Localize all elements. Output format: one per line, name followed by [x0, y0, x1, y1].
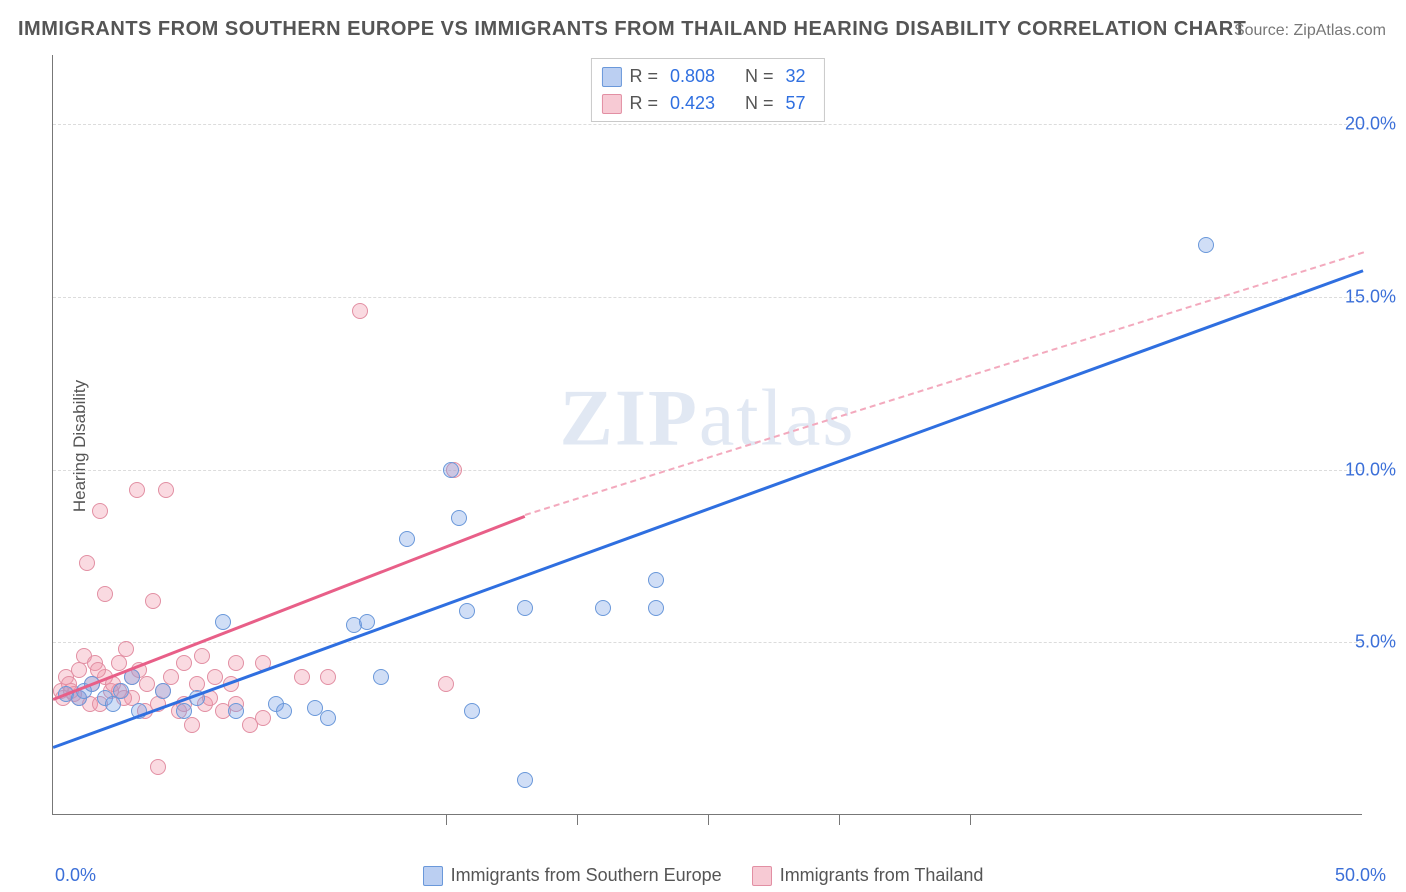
data-point	[145, 593, 161, 609]
legend-item-blue: Immigrants from Southern Europe	[423, 865, 722, 886]
data-point	[464, 703, 480, 719]
data-point	[373, 669, 389, 685]
data-point	[118, 641, 134, 657]
data-point	[111, 655, 127, 671]
data-point	[207, 669, 223, 685]
data-point	[320, 669, 336, 685]
x-tick-mark	[970, 815, 971, 825]
data-point	[79, 555, 95, 571]
y-tick-label: 15.0%	[1345, 286, 1396, 307]
data-point	[97, 586, 113, 602]
watermark: ZIPatlas	[560, 374, 856, 465]
grid-line	[53, 297, 1362, 298]
data-point	[255, 710, 271, 726]
legend-item-pink: Immigrants from Thailand	[752, 865, 984, 886]
data-point	[113, 683, 129, 699]
data-point	[92, 503, 108, 519]
legend-swatch-pink-icon	[752, 866, 772, 886]
grid-line	[53, 124, 1362, 125]
data-point	[648, 600, 664, 616]
n-label: N =	[745, 63, 774, 90]
data-point	[139, 676, 155, 692]
data-point	[451, 510, 467, 526]
data-point	[176, 703, 192, 719]
data-point	[459, 603, 475, 619]
data-point	[194, 648, 210, 664]
data-point	[276, 703, 292, 719]
r-value-pink: 0.423	[670, 90, 715, 117]
y-tick-label: 10.0%	[1345, 459, 1396, 480]
y-tick-label: 5.0%	[1355, 632, 1396, 653]
data-point	[228, 703, 244, 719]
x-tick-mark	[708, 815, 709, 825]
grid-line	[53, 642, 1362, 643]
x-tick-mark	[577, 815, 578, 825]
stats-box: R = 0.808 N = 32 R = 0.423 N = 57	[590, 58, 824, 122]
data-point	[158, 482, 174, 498]
n-value-blue: 32	[786, 63, 806, 90]
data-point	[129, 482, 145, 498]
n-value-pink: 57	[786, 90, 806, 117]
data-point	[155, 683, 171, 699]
trend-line	[53, 269, 1364, 748]
data-point	[150, 759, 166, 775]
trend-line	[53, 515, 526, 700]
r-label: R =	[629, 63, 658, 90]
legend-swatch-blue-icon	[423, 866, 443, 886]
source-link[interactable]: ZipAtlas.com	[1294, 22, 1386, 39]
chart-title: IMMIGRANTS FROM SOUTHERN EUROPE VS IMMIG…	[18, 18, 1246, 41]
data-point	[228, 655, 244, 671]
data-point	[517, 600, 533, 616]
data-point	[399, 531, 415, 547]
data-point	[176, 655, 192, 671]
data-point	[438, 676, 454, 692]
data-point	[595, 600, 611, 616]
data-point	[648, 572, 664, 588]
source-label: Source: ZipAtlas.com	[1234, 22, 1386, 40]
data-point	[359, 614, 375, 630]
legend: Immigrants from Southern Europe Immigran…	[0, 865, 1406, 886]
n-label: N =	[745, 90, 774, 117]
chart-container: IMMIGRANTS FROM SOUTHERN EUROPE VS IMMIG…	[0, 0, 1406, 892]
stats-row-pink: R = 0.423 N = 57	[601, 90, 809, 117]
x-tick-mark	[839, 815, 840, 825]
x-tick-mark	[446, 815, 447, 825]
data-point	[1198, 237, 1214, 253]
data-point	[105, 696, 121, 712]
data-point	[184, 717, 200, 733]
data-point	[352, 303, 368, 319]
data-point	[215, 614, 231, 630]
r-value-blue: 0.808	[670, 63, 715, 90]
data-point	[71, 662, 87, 678]
swatch-blue-icon	[601, 67, 621, 87]
data-point	[294, 669, 310, 685]
legend-label-pink: Immigrants from Thailand	[780, 865, 984, 886]
y-tick-label: 20.0%	[1345, 114, 1396, 135]
data-point	[443, 462, 459, 478]
source-prefix: Source:	[1234, 22, 1289, 39]
stats-row-blue: R = 0.808 N = 32	[601, 63, 809, 90]
grid-line	[53, 470, 1362, 471]
swatch-pink-icon	[601, 94, 621, 114]
trend-line	[524, 252, 1363, 516]
legend-label-blue: Immigrants from Southern Europe	[451, 865, 722, 886]
data-point	[320, 710, 336, 726]
r-label: R =	[629, 90, 658, 117]
data-point	[517, 772, 533, 788]
plot-area: ZIPatlas R = 0.808 N = 32 R = 0.423 N = …	[52, 55, 1362, 815]
